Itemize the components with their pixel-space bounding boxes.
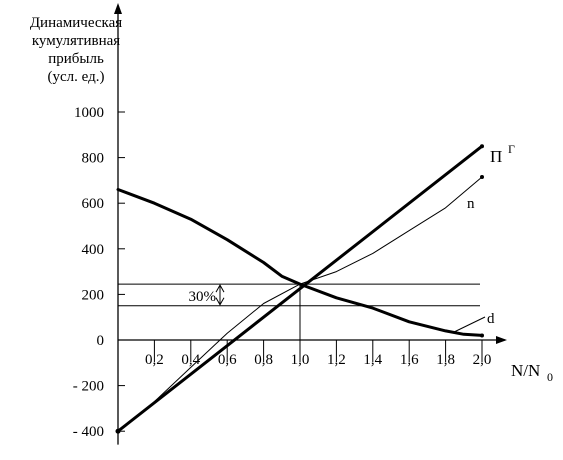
series-end-point bbox=[480, 144, 484, 149]
annotation-arrow-head-up bbox=[215, 284, 225, 293]
x-tick-label: 0,6 bbox=[218, 352, 237, 368]
x-tick-label: 1,2 bbox=[327, 352, 346, 368]
series-layer bbox=[115, 144, 484, 434]
annotation-arrow-head-down bbox=[215, 297, 225, 306]
y-tick-label: 400 bbox=[82, 242, 105, 258]
y-tick-label: 800 bbox=[82, 151, 105, 167]
y-axis-title-line: (усл. ед.) bbox=[47, 69, 105, 85]
y-tick-label: 0 bbox=[97, 333, 105, 349]
y-axis-title-line: прибыль bbox=[48, 51, 104, 67]
y-tick-label: - 400 bbox=[73, 424, 104, 440]
series-line bbox=[153, 176, 483, 403]
y-axis-arrow bbox=[114, 3, 122, 14]
y-tick-label: - 200 bbox=[73, 379, 104, 395]
x-axis-title-subscript: 0 bbox=[547, 370, 553, 384]
y-tick-label: 200 bbox=[82, 287, 105, 303]
x-tick-label: 0,2 bbox=[145, 352, 164, 368]
series-end-point bbox=[480, 174, 484, 179]
x-tick-label: 2,0 bbox=[473, 352, 492, 368]
series-label-pg: П bbox=[490, 147, 502, 166]
reference-lines bbox=[118, 283, 480, 340]
y-tick-label: 600 bbox=[82, 196, 105, 212]
y-tick-label: 1000 bbox=[74, 105, 104, 121]
label-layer: 30% П Гn d N/N 0 bbox=[189, 142, 554, 384]
x-axis-title: N/N bbox=[511, 361, 540, 380]
y-axis-title-line: Динамическая bbox=[29, 15, 123, 31]
x-tick-label: 1,4 bbox=[363, 352, 382, 368]
series-label-pg-superscript: Г bbox=[508, 142, 515, 156]
series-end-point bbox=[480, 333, 484, 338]
series-label-d-leader bbox=[451, 316, 486, 334]
x-tick-label: 1,6 bbox=[400, 352, 419, 368]
annotation-label: 30% bbox=[189, 289, 217, 305]
x-axis-arrow bbox=[496, 336, 507, 344]
axes bbox=[114, 3, 507, 445]
x-tick-label: 1,0 bbox=[291, 352, 310, 368]
series-line bbox=[116, 188, 484, 337]
series-label-d: d bbox=[487, 311, 495, 327]
series-line bbox=[116, 144, 484, 433]
y-axis-title-line: кумулятивная bbox=[31, 33, 121, 49]
series-label-n: n bbox=[467, 196, 475, 212]
tick-layer: 1000 800 600 400 200 0 - 200 - 400 0,2 0,4 0,6 0,8 1… bbox=[73, 105, 492, 440]
x-tick-label: 0,4 bbox=[181, 352, 200, 368]
x-tick-label: 1,8 bbox=[436, 352, 455, 368]
x-tick-label: 0,8 bbox=[254, 352, 273, 368]
